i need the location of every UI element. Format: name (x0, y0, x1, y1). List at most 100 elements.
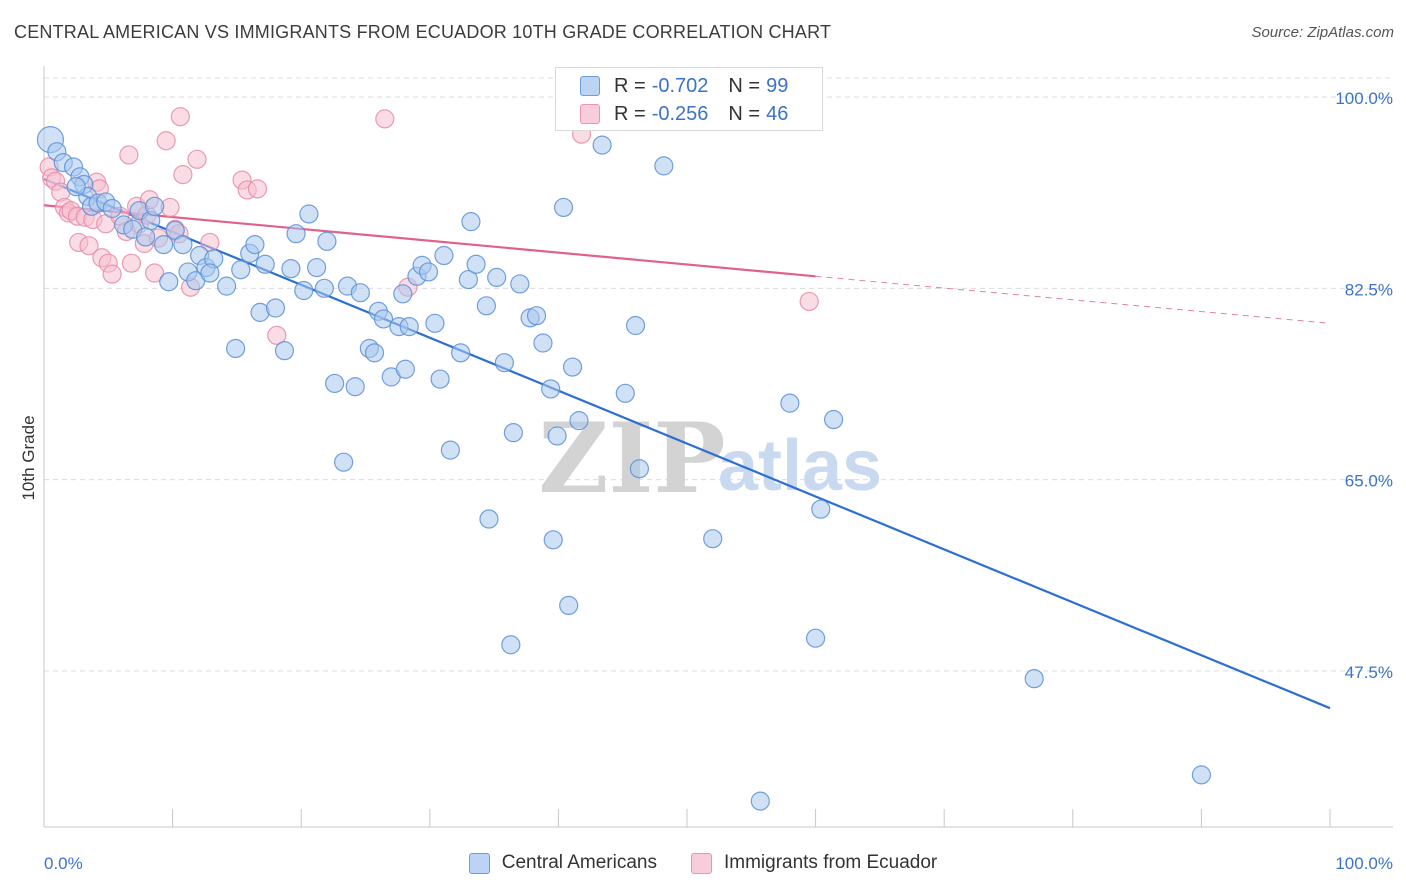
blue-point (559, 595, 579, 616)
blue-point (299, 204, 319, 224)
pink-point (267, 325, 287, 345)
legend-label: Central Americans (501, 852, 657, 873)
y-tick-label: 65.0% (1345, 472, 1393, 491)
blue-point (547, 426, 567, 446)
x-tick-label: 100.0% (1335, 854, 1393, 873)
blue-point (1191, 765, 1212, 785)
legend-item-ecuador[interactable]: Immigrants from Ecuador (690, 852, 938, 874)
blue-point (245, 235, 265, 255)
blue-point (314, 278, 334, 298)
n-label: N = (728, 74, 761, 97)
blue-point (364, 343, 385, 363)
series-legend: Central Americans Immigrants from Ecuado… (0, 852, 1406, 874)
blue-point (135, 227, 156, 247)
blue-point (153, 235, 174, 255)
blue-point (294, 280, 314, 301)
blue-point (805, 628, 826, 648)
blue-point (526, 306, 547, 326)
legend-swatch-blue (580, 76, 600, 96)
chart-title: CENTRAL AMERICAN VS IMMIGRANTS FROM ECUA… (14, 22, 832, 42)
blue-point (487, 267, 507, 287)
blue-point (510, 274, 530, 294)
legend-swatch-pink (690, 852, 712, 874)
blue-point (543, 530, 563, 550)
legend-row-central-americans: R = -0.702 N = 99 (580, 73, 794, 99)
blue-point (780, 393, 800, 413)
blue-point (425, 313, 445, 333)
blue-point (399, 317, 419, 337)
source-label: Source: ZipAtlas.com (1251, 24, 1394, 41)
n-value: 99 (766, 74, 789, 97)
blue-point (200, 263, 220, 283)
blue-point (159, 272, 179, 292)
blue-point (440, 440, 460, 460)
blue-point (307, 257, 327, 278)
blue-point (824, 409, 844, 430)
x-tick-label: 0.0% (44, 854, 83, 873)
legend-label: Immigrants from Ecuador (723, 852, 938, 873)
data-points (36, 107, 1212, 811)
pink-point (170, 107, 190, 127)
blue-point (494, 353, 514, 373)
r-label: R = (614, 102, 646, 125)
trendline-ecuador (43, 204, 816, 278)
y-axis-title: 10th Grade (19, 415, 38, 500)
blue-point (217, 276, 237, 296)
blue-point (750, 791, 770, 811)
blue-point (173, 235, 193, 255)
blue-point (629, 459, 650, 479)
r-value: -0.256 (651, 102, 709, 125)
blue-point (325, 373, 345, 394)
trendline-ecuador-extension (815, 275, 1331, 324)
gridlines (44, 77, 1393, 672)
blue-point (501, 635, 521, 655)
blue-point (255, 254, 275, 274)
pink-point (119, 145, 139, 165)
y-tick-label: 100.0% (1335, 89, 1393, 108)
blue-point (654, 156, 674, 176)
blue-point (811, 499, 831, 519)
blue-point (625, 315, 646, 336)
blue-point (286, 224, 306, 244)
pink-point (187, 149, 207, 169)
watermark-zip: ZIP (538, 402, 725, 515)
pink-point (144, 263, 165, 283)
pink-point (79, 236, 99, 256)
blue-point (317, 231, 337, 251)
blue-point (703, 529, 723, 549)
legend-swatch-blue (468, 852, 490, 874)
blue-point (395, 359, 415, 379)
blue-point (434, 245, 454, 266)
blue-point (274, 341, 295, 361)
blue-point (66, 177, 86, 197)
axes (43, 66, 1393, 828)
blue-point (144, 196, 165, 216)
blue-point (345, 377, 365, 397)
pink-point (799, 291, 819, 312)
blue-point (553, 197, 574, 218)
blue-point (281, 259, 301, 279)
blue-point (479, 509, 499, 529)
legend-item-central-americans[interactable]: Central Americans (468, 852, 657, 874)
blue-point (503, 423, 523, 443)
blue-point (226, 338, 246, 359)
r-value: -0.702 (651, 74, 709, 97)
pink-point (173, 165, 193, 185)
blue-point (451, 343, 471, 363)
blue-point (1024, 669, 1044, 689)
blue-point (430, 369, 450, 389)
pink-point (375, 109, 395, 129)
blue-point (533, 333, 553, 353)
blue-point (334, 452, 354, 472)
blue-point (592, 135, 612, 155)
blue-point (615, 383, 635, 403)
blue-point (393, 284, 413, 304)
blue-point (373, 309, 394, 329)
pink-point (121, 253, 142, 273)
blue-point (231, 260, 251, 280)
legend-swatch-pink (580, 104, 600, 124)
blue-point (265, 298, 286, 318)
tick-labels: 47.5% 65.0% 82.5% 100.0% 0.0% 100.0% 10th Grad… (19, 89, 1393, 873)
correlation-legend: R = -0.702 N = 99 R = -0.256 N = 46 (555, 67, 823, 131)
